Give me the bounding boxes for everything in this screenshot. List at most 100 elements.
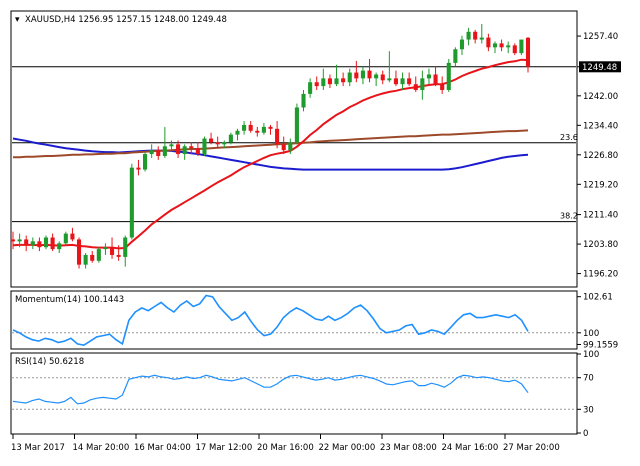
price-tick-label: 1257.40 (583, 32, 618, 42)
price-tick-label: 1211.40 (583, 211, 618, 221)
candle (43, 235, 49, 250)
candle (90, 251, 95, 263)
candle (255, 126, 260, 137)
candle (76, 237, 82, 269)
candle (83, 253, 88, 269)
candle (479, 24, 484, 44)
candle (486, 33, 491, 52)
candle (440, 76, 445, 94)
candle (261, 122, 266, 135)
candle (380, 70, 385, 85)
candle (222, 140, 227, 149)
candle (512, 43, 517, 56)
price-tick-label: 1242.00 (583, 92, 618, 102)
candle (96, 247, 101, 263)
candle (426, 68, 432, 85)
momentum-title: Momentum(14) 100.1443 (15, 295, 124, 305)
time-tick-label: 20 Mar 16:00 (257, 443, 314, 453)
candle (420, 70, 425, 100)
candle (314, 76, 319, 91)
candle (123, 235, 128, 267)
candle (176, 140, 181, 158)
candle (228, 132, 233, 145)
time-tick-label: 13 Mar 2017 (11, 443, 65, 453)
candle (466, 27, 471, 46)
rsi-line (12, 374, 529, 405)
candle (70, 227, 75, 242)
candle (136, 159, 141, 176)
candle (10, 231, 16, 250)
candle (63, 231, 68, 246)
current-price-label: 1249.48 (582, 63, 617, 73)
candle (235, 128, 240, 141)
candle (301, 90, 306, 112)
ma-brown-line (13, 129, 529, 159)
fibo-level-label: 23.6 (560, 133, 578, 142)
candle (129, 163, 134, 240)
candle (156, 146, 161, 160)
candle (189, 142, 194, 155)
time-tick-label: 24 Mar 16:00 (442, 443, 499, 453)
price-tick-label: 1219.20 (583, 180, 618, 190)
price-tick-label: 1226.80 (583, 151, 618, 161)
momentum-tick-label: 99.1559 (583, 340, 618, 350)
menu-triangle-icon[interactable]: ▾ (15, 15, 20, 25)
candle (393, 70, 398, 87)
time-tick-label: 22 Mar 00:00 (319, 443, 376, 453)
time-tick-label: 17 Mar 12:00 (196, 443, 253, 453)
momentum-line (12, 294, 529, 347)
candle (387, 51, 392, 83)
candle (242, 121, 247, 135)
candle (334, 64, 339, 87)
candle (57, 241, 62, 254)
candle (446, 58, 451, 92)
candle (499, 39, 504, 52)
rsi-tick-label: 30 (583, 405, 594, 415)
candle (354, 60, 359, 83)
candle (473, 29, 478, 44)
time-tick-label: 16 Mar 04:00 (134, 443, 191, 453)
candle (308, 78, 313, 98)
ma-blue-line (12, 137, 529, 171)
candle (341, 72, 346, 87)
time-tick-label: 23 Mar 08:00 (380, 443, 437, 453)
candle (327, 74, 332, 89)
candle (143, 152, 148, 172)
candle (519, 39, 524, 56)
rsi-title: RSI(14) 50.6218 (15, 357, 84, 367)
momentum-tick-label: 100 (583, 329, 599, 339)
candle (103, 243, 108, 255)
time-tick-label: 14 Mar 20:00 (73, 443, 130, 453)
symbol-ohlc-label: XAUUSD,H4 1256.95 1257.15 1248.00 1249.4… (25, 15, 227, 25)
price-tick-label: 1203.80 (583, 240, 618, 250)
rsi-tick-label: 70 (583, 374, 594, 384)
candle (275, 121, 280, 149)
candle (288, 138, 293, 155)
candle (492, 41, 498, 54)
candle (30, 237, 35, 250)
fibo-level-label: 38.2 (560, 212, 578, 221)
candle (149, 144, 154, 158)
rsi-tick-label: 0 (583, 429, 588, 439)
candle (162, 126, 167, 158)
candle (294, 103, 299, 145)
candle (169, 140, 174, 151)
candle (506, 41, 511, 54)
candle (360, 66, 365, 85)
candle (321, 68, 326, 91)
momentum-panel[interactable] (10, 290, 578, 350)
candle (50, 233, 55, 252)
candle (215, 136, 220, 149)
candle (17, 233, 22, 248)
rsi-panel[interactable] (10, 352, 578, 435)
candle (268, 124, 273, 135)
time-tick-label: 27 Mar 20:00 (503, 443, 560, 453)
candle (182, 144, 187, 160)
candle (24, 235, 29, 252)
price-tick-label: 1196.20 (583, 270, 618, 280)
candle (453, 47, 458, 67)
rsi-tick-label: 100 (583, 350, 599, 360)
candle (525, 37, 531, 73)
candle (407, 72, 412, 87)
